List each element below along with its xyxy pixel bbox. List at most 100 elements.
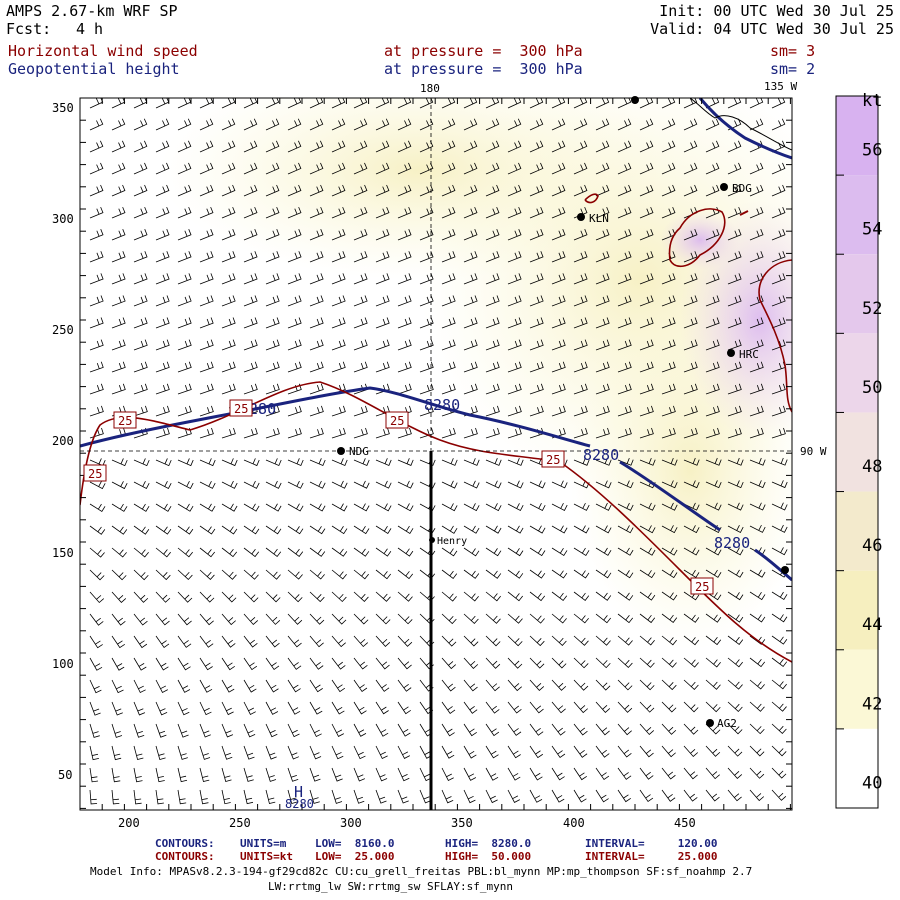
wind-barb — [661, 723, 677, 735]
wind-barb — [705, 140, 720, 153]
wind-barb — [331, 789, 343, 804]
speed-label: 25 — [234, 402, 248, 416]
wind-barb — [199, 480, 216, 489]
wind-barb — [419, 339, 434, 351]
wind-barb — [177, 458, 194, 467]
wind-barb — [617, 547, 634, 556]
wind-barb — [133, 503, 150, 512]
wind-barb — [331, 405, 346, 417]
wind-barb — [529, 525, 546, 534]
wind-barb — [177, 140, 192, 153]
wind-barb — [595, 251, 610, 263]
wind-barb — [309, 723, 322, 738]
wind-barb — [199, 789, 209, 805]
wind-barb — [309, 657, 324, 670]
wind-barb — [771, 480, 788, 489]
wind-barb — [419, 229, 434, 241]
wind-barb — [771, 767, 787, 779]
station-marker — [720, 183, 728, 191]
wind-barb — [661, 427, 676, 439]
wind-barb — [375, 569, 392, 580]
wind-barb — [661, 679, 677, 691]
wind-barb — [375, 229, 390, 241]
wind-barb — [507, 745, 521, 759]
wind-barb — [287, 591, 303, 603]
wind-barb — [133, 481, 150, 490]
wind-barb — [353, 503, 370, 512]
wind-barb — [507, 339, 522, 351]
wind-barb — [331, 361, 346, 373]
wind-barb — [573, 405, 588, 417]
wind-barb — [661, 547, 678, 556]
wind-barb — [177, 184, 192, 197]
wind-barb — [177, 569, 193, 581]
wind-barb — [507, 295, 522, 307]
wind-barb — [111, 547, 127, 558]
wind-barb — [617, 701, 633, 713]
wind-barb — [221, 206, 236, 219]
wind-barb — [331, 503, 348, 512]
wind-barb — [771, 427, 786, 439]
y-tick-label: 300 — [52, 212, 74, 226]
wind-barb — [331, 162, 346, 175]
wind-barb — [617, 383, 632, 395]
wind-barb — [485, 361, 500, 373]
wind-barb — [287, 229, 302, 241]
wind-barb — [419, 405, 434, 417]
wind-barb — [177, 789, 187, 805]
wind-barb — [111, 701, 123, 716]
wind-barb — [353, 701, 367, 715]
wind-barb — [639, 140, 654, 153]
wind-barb — [507, 458, 524, 466]
wind-barb — [683, 635, 700, 646]
wind-barb — [287, 339, 302, 351]
wind-barb — [573, 162, 588, 175]
wind-barb — [441, 525, 458, 534]
wind-barb — [419, 383, 434, 395]
wind-barb — [507, 679, 522, 692]
colorbar-swatch — [836, 491, 878, 571]
wind-barb — [89, 118, 104, 131]
wind-barb — [771, 679, 787, 690]
wind-barb — [749, 480, 766, 489]
x-tick-label: 400 — [563, 816, 585, 830]
wind-barb — [617, 317, 632, 329]
wind-barb — [573, 591, 590, 601]
wind-barb — [749, 701, 765, 712]
wind-barb — [265, 635, 280, 648]
wind-barb — [749, 657, 766, 668]
wind-barb — [177, 701, 190, 716]
wind-barb — [155, 427, 170, 439]
wind-barb — [727, 361, 742, 373]
wind-barb — [485, 591, 501, 602]
wind-barb — [727, 251, 742, 263]
wind-barb — [551, 657, 567, 669]
wind-barb — [573, 229, 588, 241]
wind-barb — [705, 118, 720, 131]
wind-barb — [485, 525, 502, 534]
wind-barb — [331, 679, 346, 693]
colorbar-tick-label: 48 — [862, 457, 882, 477]
wind-barb — [639, 457, 656, 466]
colorbar-swatch — [836, 649, 878, 729]
wind-barb — [441, 295, 456, 307]
wind-barb — [287, 525, 304, 535]
wind-barb — [639, 317, 654, 329]
wind-barb — [287, 635, 302, 648]
wind-barb — [551, 339, 566, 351]
wind-barb — [177, 251, 192, 263]
footer-contour1-interval: INTERVAL= 120.00 — [585, 837, 718, 850]
station-marker — [727, 349, 735, 357]
wind-barb — [463, 295, 478, 307]
height-label: 8280 — [285, 797, 314, 811]
wind-barb — [617, 613, 634, 624]
footer-contour1-high: HIGH= 8280.0 — [445, 837, 532, 850]
wind-barb — [243, 525, 260, 535]
wind-barb — [661, 140, 676, 153]
wind-barb — [551, 229, 566, 241]
high-marker: H — [294, 783, 303, 801]
wind-barb — [331, 480, 348, 489]
wind-barb — [331, 569, 347, 580]
speed-contour — [739, 210, 749, 216]
